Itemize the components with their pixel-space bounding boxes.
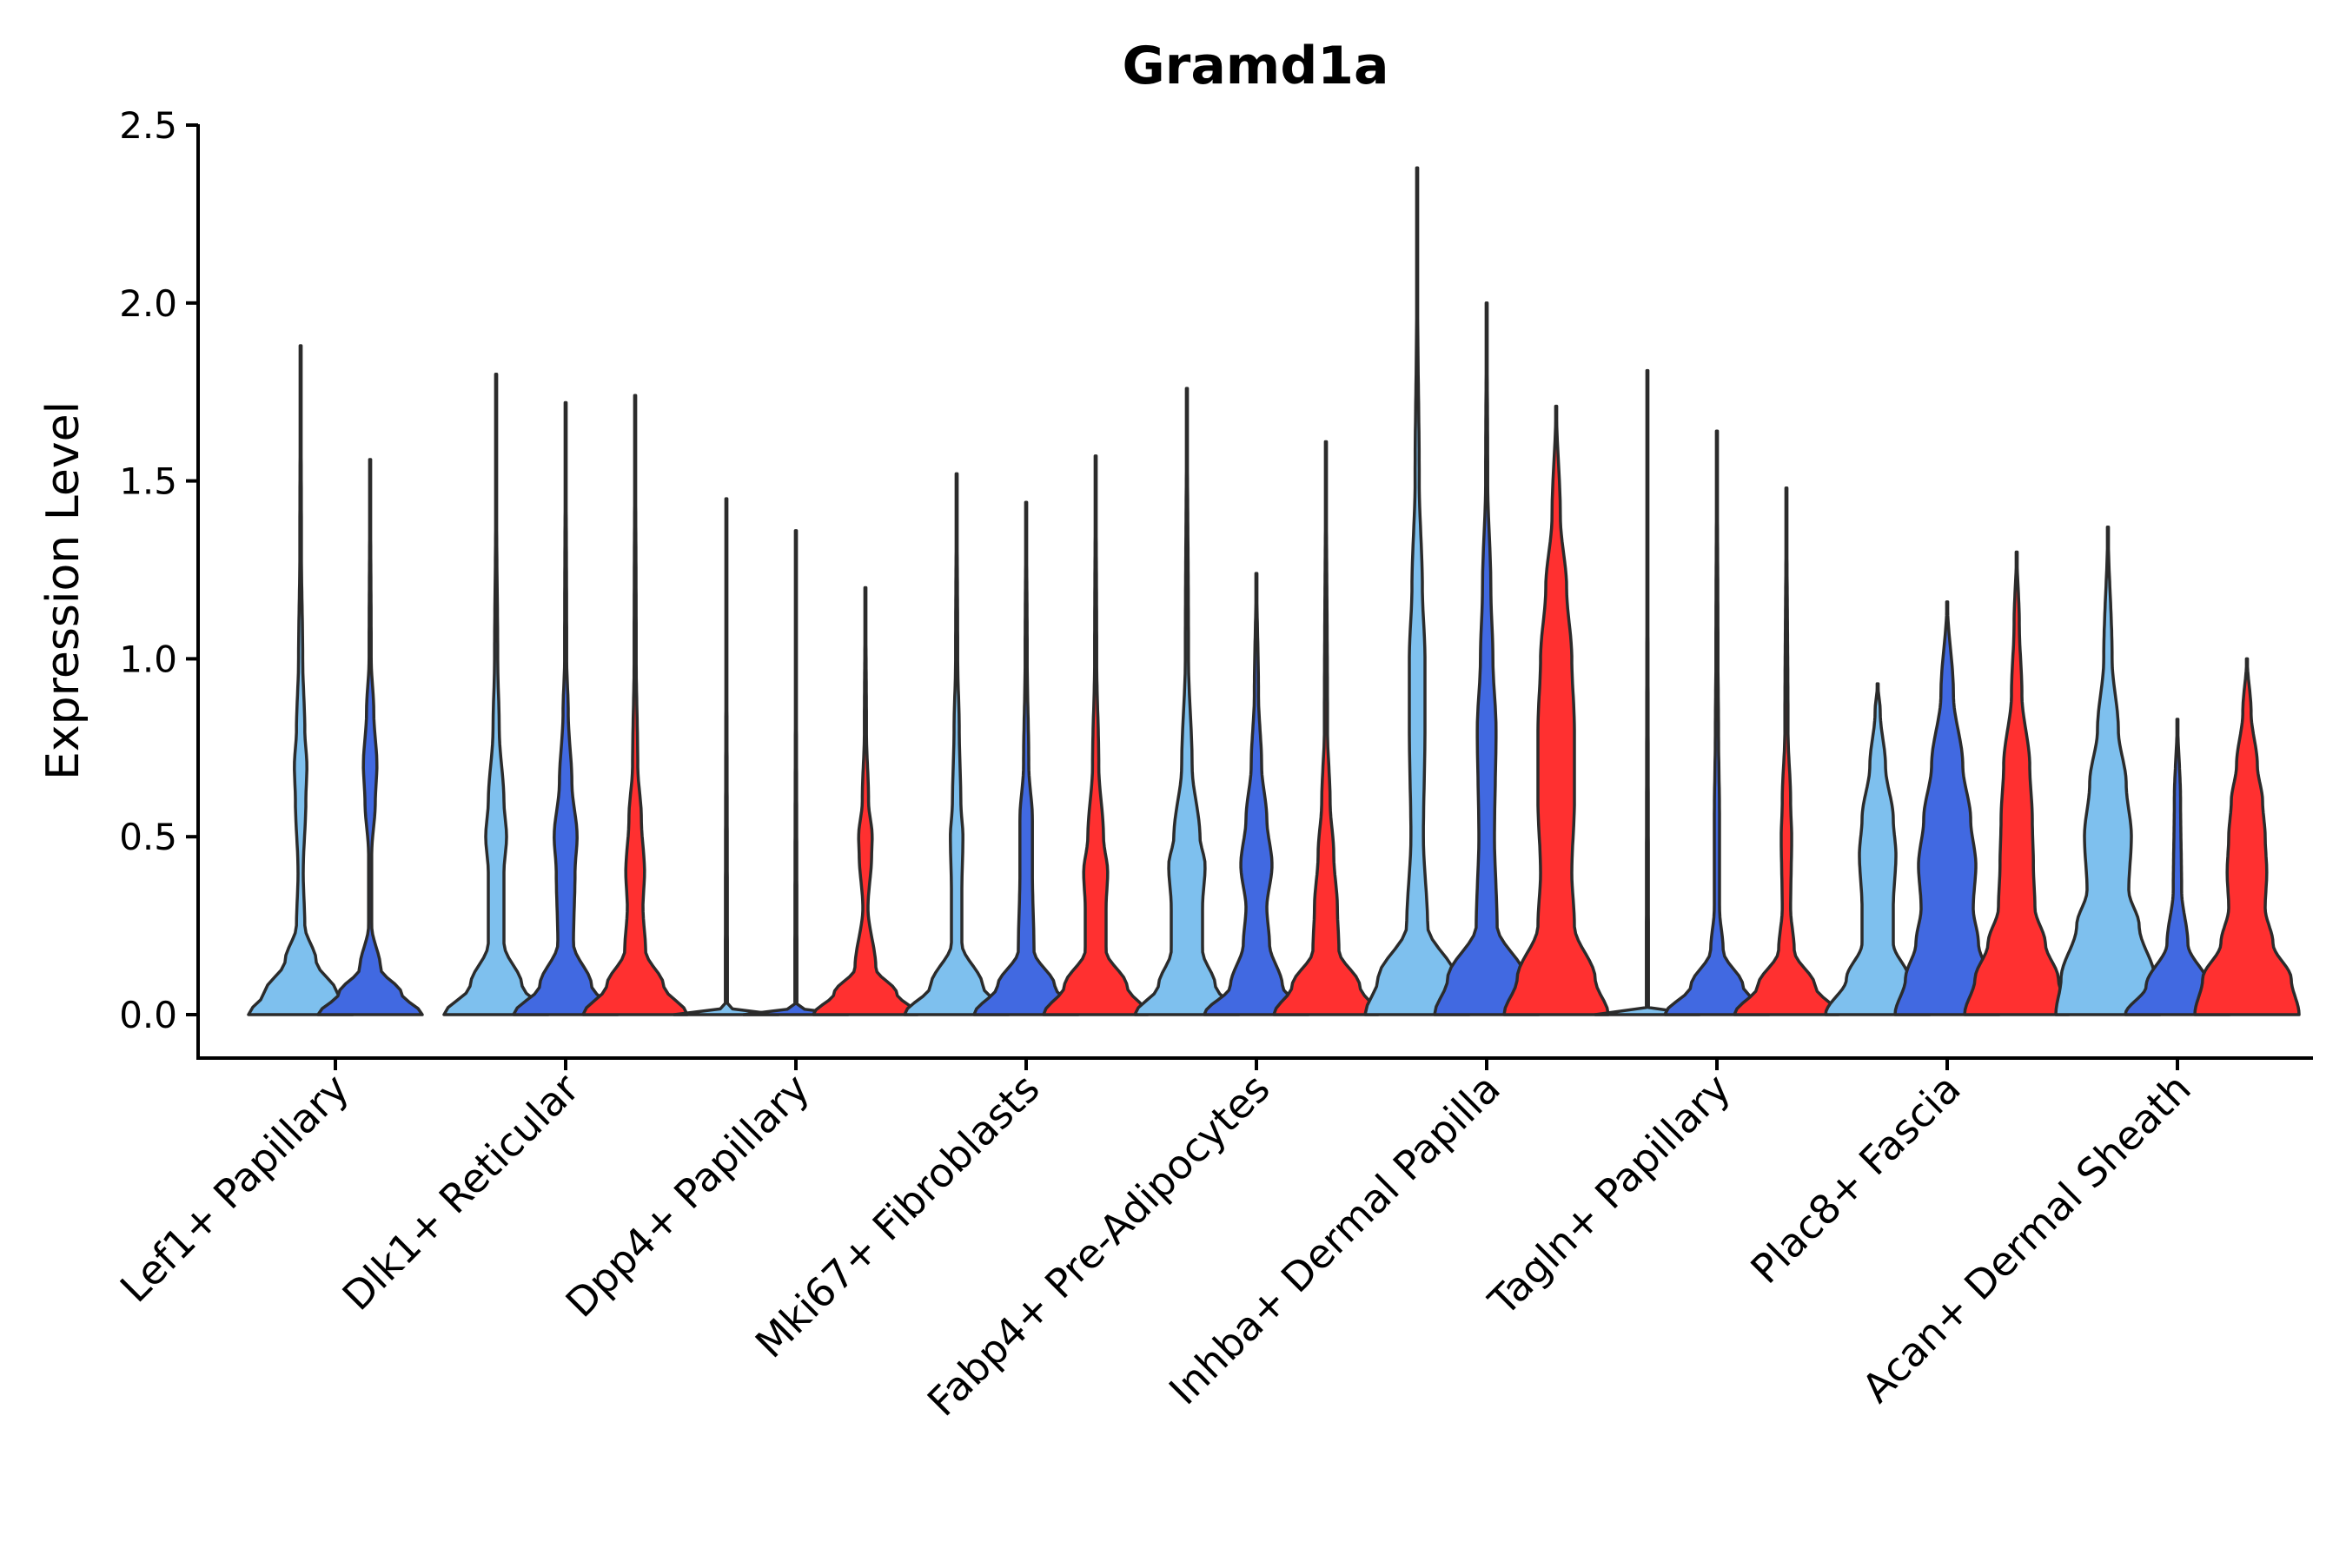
chart-title: Gramd1a [1122, 36, 1388, 96]
x-category-label: Lef1+ Papillary [111, 1065, 358, 1312]
y-tick-label: 2.0 [119, 282, 177, 325]
violin-mark [247, 344, 355, 1016]
violins-group [247, 166, 2301, 1016]
violin-mark [1893, 600, 2001, 1016]
violin-mark [1433, 301, 1541, 1016]
x-category-label: Dlk1+ Reticular [334, 1065, 588, 1320]
violin-mark [972, 500, 1080, 1016]
violin-mark [512, 400, 620, 1016]
y-tick-label: 1.5 [119, 460, 177, 503]
violin-mark [1502, 404, 1610, 1016]
y-tick-label: 0.0 [119, 994, 177, 1036]
violin-mark [1133, 387, 1241, 1016]
violin-mark [1363, 166, 1471, 1016]
violin-mark [903, 472, 1011, 1016]
x-category-label: Dpp4+ Papillary [557, 1065, 818, 1327]
violin-mark [1963, 550, 2071, 1016]
y-tick-label: 1.0 [119, 638, 177, 680]
violin-mark [1733, 486, 1840, 1016]
violin-mark [442, 372, 550, 1016]
violin-mark [673, 497, 780, 1016]
violin-mark [1663, 429, 1771, 1016]
y-tick-label: 0.5 [119, 816, 177, 858]
violin-mark [1272, 440, 1380, 1016]
violin-mark [1203, 572, 1310, 1016]
y-tick-label: 2.5 [119, 104, 177, 147]
violin-mark [1824, 682, 1932, 1016]
violin-mark [1594, 368, 1701, 1016]
violin-mark [2054, 526, 2162, 1016]
x-category-label: Plac8+ Fascia [1741, 1065, 1969, 1293]
y-ticks-group: 0.0 0.5 1.0 1.5 2.0 2.5 [119, 104, 198, 1036]
y-axis-label: Expression Level [37, 401, 89, 780]
violin-mark [1042, 454, 1150, 1016]
violin-mark [2193, 657, 2301, 1016]
violin-mark [742, 529, 850, 1016]
violin-mark [316, 458, 424, 1016]
violin-mark [812, 586, 919, 1016]
violin-mark [581, 394, 689, 1016]
x-category-label: Tagln+ Papillary [1479, 1065, 1740, 1326]
violin-mark [2124, 718, 2231, 1016]
